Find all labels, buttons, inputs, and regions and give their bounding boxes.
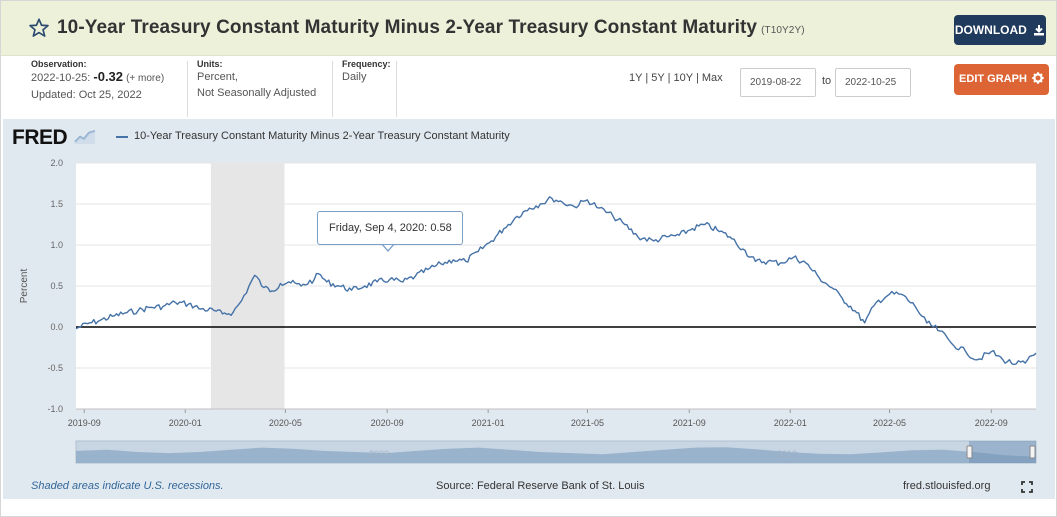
units-label: Units: [197,59,223,69]
gear-icon [1032,72,1044,84]
y-tick-label: 0.0 [50,322,63,332]
download-button[interactable]: DOWNLOAD [954,15,1046,45]
y-axis-label: Percent [19,269,30,304]
recession-note: Shaded areas indicate U.S. recessions. [31,480,224,492]
range-separator: | [695,72,699,84]
end-date-input[interactable]: 2022-10-25 [835,68,911,97]
y-tick-label: 0.5 [50,281,63,291]
x-tick-label: 2019-09 [68,418,101,428]
title-bar: 10-Year Treasury Constant Maturity Minus… [1,1,1056,56]
observation-date: 2022-10-25: [31,72,91,84]
edit-graph-label: EDIT GRAPH [959,73,1027,85]
range-max-link[interactable]: Max [701,72,723,84]
x-tick-label: 2021-09 [673,418,706,428]
x-tick-label: 2022-01 [774,418,807,428]
y-tick-label: 1.0 [50,240,63,250]
frequency-block: Frequency: Daily [342,59,391,119]
meta-divider [396,61,397,117]
download-label: DOWNLOAD [954,23,1027,37]
frequency-label: Frequency: [342,59,391,69]
meta-divider [332,61,333,117]
series-title: 10-Year Treasury Constant Maturity Minus… [57,17,805,39]
navigator-series [76,447,1036,463]
updated-date: Updated: Oct 25, 2022 [31,89,142,101]
x-tick-label: 2020-05 [269,418,302,428]
fred-logo-text: FRED [12,126,68,149]
to-label: to [822,75,832,87]
chart-tooltip: Friday, Sep 4, 2020: 0.58 [317,211,463,245]
observation-line: 2022-10-25: -0.32 (+ more) [31,69,164,87]
site-link[interactable]: fred.stlouisfed.org [903,480,991,492]
fullscreen-icon[interactable] [1021,481,1033,493]
legend-label: 10-Year Treasury Constant Maturity Minus… [134,130,510,142]
navigator-handle [1029,445,1036,459]
legend-line-swatch [116,136,128,138]
x-tick-label: 2022-09 [975,418,1008,428]
tooltip-date: Friday, Sep 4, 2020: [329,222,428,234]
observation-more-link[interactable]: (+ more) [126,73,165,84]
star-outline-icon[interactable] [28,17,50,39]
download-icon [1034,25,1045,36]
frequency-value: Daily [342,71,367,83]
x-tick-label: 2021-01 [472,418,505,428]
x-tick-label: 2022-05 [873,418,906,428]
range-10y-link[interactable]: 10Y [673,72,693,84]
meta-divider [187,61,188,117]
units-line2: Not Seasonally Adjusted [197,87,317,99]
observation-label: Observation: [31,59,87,69]
tooltip-value: 0.58 [430,222,452,234]
range-5y-link[interactable]: 5Y [651,72,665,84]
edit-graph-button[interactable]: EDIT GRAPH [954,64,1049,95]
range-separator: | [667,72,671,84]
x-tick-label: 2020-01 [169,418,202,428]
series-title-text: 10-Year Treasury Constant Maturity Minus… [57,17,758,38]
source-note: Source: Federal Reserve Bank of St. Loui… [436,480,645,492]
y-tick-label: 2.0 [50,158,63,168]
units-line1: Percent, [197,71,238,83]
units-block: Units: Percent, Not Seasonally Adjusted [197,59,316,119]
y-tick-label: -1.0 [47,404,63,414]
x-tick-label: 2020-09 [371,418,404,428]
tooltip-arrow-fill [382,243,394,250]
y-tick-label: -0.5 [47,363,63,373]
navigator-selection [969,441,1036,463]
range-1y-link[interactable]: 1Y [629,72,643,84]
observation-value: -0.32 [93,69,124,84]
range-separator: | [645,72,649,84]
x-tick-label: 2021-05 [571,418,604,428]
observation-block: Observation: 2022-10-25: -0.32 (+ more) … [31,59,164,119]
fred-logo: FRED [12,126,96,150]
y-tick-label: 1.5 [50,199,63,209]
range-links: 1Y | 5Y | 10Y | Max [629,72,723,84]
series-id: (T10Y2Y) [761,25,805,36]
navigator-label: 2010 [777,449,797,459]
navigator-handle [966,445,973,459]
navigator-label: 2000 [369,449,389,459]
start-date-input[interactable]: 2019-08-22 [740,68,816,97]
series-line [75,196,1037,366]
fred-logo-chart-icon [73,128,96,144]
